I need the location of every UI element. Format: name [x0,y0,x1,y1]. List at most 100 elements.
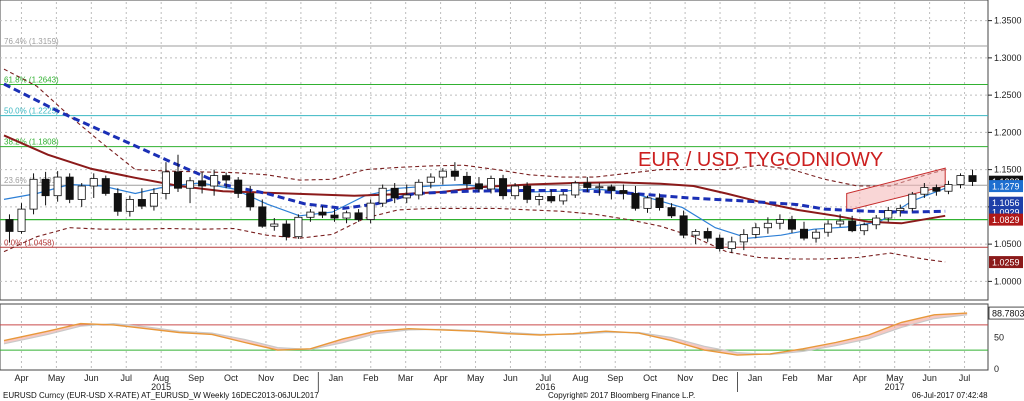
price-badge [989,180,1023,193]
price-badge-label: 1.0829 [992,215,1020,225]
candle-body [812,231,821,239]
ma-mid-line [3,134,946,225]
footer-security: EURUSD Curncy (EUR-USD X-RATE) AT_EURUSD… [3,391,319,400]
candle-body [691,231,700,236]
month-label: Nov [258,373,275,383]
price-tick-label: 1.3000 [994,53,1022,63]
month-label: Jul [959,373,971,383]
candle-body [595,186,604,189]
candle-body [234,179,243,194]
osc-tick-label: 50 [994,333,1004,343]
candles [5,154,977,254]
candle-body [414,181,423,196]
candle-body [282,223,291,238]
candle-body [751,227,760,235]
candle-body [836,220,845,225]
candle-body [511,185,520,197]
candle-body [679,215,688,236]
candle-body [655,197,664,209]
price-tick-label: 1.3500 [994,16,1022,26]
candle-body [186,180,195,189]
candle-body [763,222,772,229]
candle-body [486,178,496,190]
candle-body [908,193,917,209]
candle-body [450,170,459,177]
candle-body [775,219,784,224]
price-tick-label: 1.2500 [994,90,1022,100]
candle-body [462,175,471,185]
candle-body [210,175,219,187]
candle-body [149,193,158,207]
candle-body [354,212,363,220]
oscillator-axis: 0 50 88.7803 [988,306,1024,374]
month-label: Mar [817,373,833,383]
candle-body [5,219,14,232]
month-label: Oct [224,373,239,383]
price-badge-label: 1.0929 [992,208,1020,218]
candle-body [619,190,628,194]
candle-body [715,237,724,249]
fib-level-label: 76.4% (1.3159) [4,37,59,46]
band-upper-line [3,68,946,187]
candle-body [378,187,387,204]
candle-body [53,176,62,197]
time-axis: Apr May Jun Jul Aug Sep Oct Nov Dec Jan Feb Mar Apr M… [14,372,970,392]
candle-body [872,217,881,226]
price-badge-label: 1.1056 [992,198,1020,208]
month-label: Dec [712,373,729,383]
candle-body [920,187,929,195]
band-lower-line [3,207,946,263]
candle-body [366,202,375,220]
candle-body [607,186,616,191]
month-label: Feb [363,373,379,383]
candle-body [968,175,977,182]
price-panel-frame [0,0,989,301]
ma-long-line [3,82,946,214]
candle-body [246,193,255,208]
oscillator [0,312,988,356]
candle-body [727,241,736,249]
footer-copyright: Copyright© 2017 Bloomberg Finance L.P. [548,391,695,400]
candle-body [944,184,953,192]
year-label: 2015 [151,382,171,392]
candle-body [787,219,796,230]
month-label: Jun [503,373,518,383]
candle-body [306,211,315,218]
month-label: Apr [14,373,28,383]
candle-body [884,210,893,219]
month-label: Nov [677,373,694,383]
month-label: Jun [922,373,937,383]
month-label: Feb [782,373,798,383]
candle-body [402,194,411,199]
candle-body [932,187,941,192]
candle-body [848,220,857,232]
month-label: May [886,373,904,383]
price-badge [989,213,1023,226]
candle-body [559,194,568,202]
candle-body [294,216,303,238]
osc-signal-line [3,314,968,356]
candle-body [137,199,146,207]
fib-level-label: 61.8% (1.2643) [4,75,59,84]
candle-body [29,178,38,210]
month-label: Dec [293,373,310,383]
candle-body [583,182,592,188]
year-label: 2017 [885,382,905,392]
price-badge-label: 1.0259 [992,258,1020,268]
month-label: Jun [84,373,99,383]
candle-body [571,182,580,196]
candle-body [547,196,556,202]
candle-body [523,185,532,200]
candle-body [270,223,279,227]
month-label: Apr [434,373,448,383]
candle-body [390,187,399,199]
osc-last-label: 88.7803 [992,309,1024,319]
month-label: May [467,373,485,383]
chart-title: EUR / USD TYGODNIOWY [638,149,883,171]
month-label: Jul [120,373,132,383]
candle-body [474,183,483,190]
candle-body [173,171,183,189]
fib-level-label: 50.0% (1.2225) [4,107,59,116]
price-badge [989,256,1023,269]
